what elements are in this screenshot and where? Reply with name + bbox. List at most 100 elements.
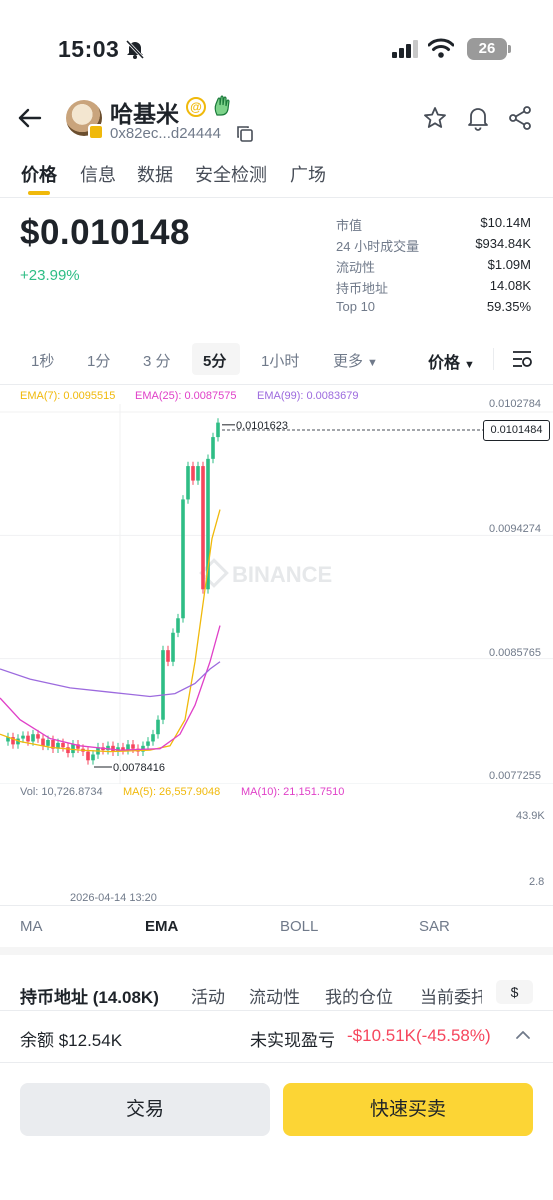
ma5-legend: MA(5): 26,557.9048	[123, 786, 221, 798]
currency-toggle-button[interactable]: $	[496, 980, 533, 1004]
position-divider	[0, 1010, 553, 1011]
share-icon[interactable]	[507, 105, 533, 131]
bottom-divider	[0, 1062, 553, 1063]
y-axis-label: 0.0102784	[489, 398, 541, 410]
stat-label-volume: 24 小时成交量	[336, 239, 420, 254]
unrealized-pnl-label: 未实现盈亏	[250, 1031, 335, 1050]
hand-wave-icon	[214, 95, 230, 116]
chart-bottom-divider	[0, 905, 553, 906]
interval-active-bg	[192, 343, 240, 375]
verified-at-icon: @	[186, 97, 206, 117]
candle-body	[156, 719, 160, 735]
tab-data[interactable]: 数据	[137, 165, 173, 185]
volume-legend: Vol: 10,726.8734	[20, 786, 103, 798]
chart-type-label: 价格	[428, 355, 461, 372]
y-axis-label: 0.0094274	[489, 523, 541, 535]
candle-body	[176, 618, 180, 633]
interval-1s[interactable]: 1秒	[31, 353, 55, 370]
chart-type-select[interactable]: 价格 ▼	[428, 349, 475, 373]
current-price-marker: 0.0101484	[483, 420, 550, 441]
candle-body	[161, 650, 165, 720]
candle-body	[6, 737, 10, 742]
section-gap	[0, 947, 553, 955]
tab-open-orders[interactable]: 当前委托	[420, 988, 482, 1007]
ema99-legend: EMA(99): 0.0083679	[257, 390, 359, 402]
candle-body	[111, 745, 115, 752]
candle-body	[51, 740, 55, 749]
interval-1h[interactable]: 1小时	[261, 353, 300, 370]
indicator-sar[interactable]: SAR	[419, 918, 450, 935]
candle-body	[181, 499, 185, 619]
alert-bell-icon[interactable]	[465, 105, 491, 131]
candle-body	[166, 650, 170, 662]
stat-value-market-cap: $10.14M	[480, 215, 531, 230]
current-price: $0.010148	[20, 213, 190, 252]
tab-price[interactable]: 价格	[21, 165, 57, 185]
indicator-ma[interactable]: MA	[20, 918, 43, 935]
candle-body	[151, 734, 155, 742]
time-axis-label: 2026-04-14 13:20	[70, 892, 157, 904]
watermark-text: BINANCE	[232, 562, 332, 587]
candle-body	[76, 744, 80, 749]
tabs-divider	[0, 197, 553, 198]
stat-value-liquidity: $1.09M	[487, 257, 531, 272]
candle-body	[91, 754, 95, 761]
candle-body	[201, 466, 205, 590]
tab-activity[interactable]: 活动	[191, 988, 225, 1007]
candle-body	[21, 735, 25, 739]
candle-body	[16, 738, 20, 745]
tab-holders[interactable]: 持币地址 (14.08K)	[20, 988, 159, 1007]
chart-top-divider	[0, 384, 553, 385]
interval-more[interactable]: 更多 ▼	[333, 350, 378, 371]
interval-3m[interactable]: 3 分	[143, 353, 171, 370]
bell-muted-icon	[125, 39, 145, 60]
indicator-ema[interactable]: EMA	[145, 918, 179, 935]
ema99-line	[0, 661, 221, 698]
candle-body	[196, 466, 200, 481]
tab-liquidity[interactable]: 流动性	[249, 988, 300, 1007]
chart-settings-icon[interactable]	[511, 349, 533, 369]
chevron-down-icon: ▼	[464, 359, 475, 371]
ma10-legend: MA(10): 21,151.7510	[241, 786, 345, 798]
stat-label-top10: Top 10	[336, 299, 376, 314]
y-axis-label: 0.0077255	[489, 770, 541, 782]
back-arrow-icon[interactable]	[16, 104, 44, 132]
wifi-icon	[428, 38, 454, 58]
tab-security[interactable]: 安全检测	[195, 165, 267, 185]
quick-buy-sell-button[interactable]: 快速买卖	[283, 1083, 533, 1136]
candle-body	[11, 737, 15, 745]
binance-logo-icon	[199, 558, 229, 588]
candle-body	[36, 734, 40, 739]
trade-button[interactable]: 交易	[20, 1083, 270, 1136]
favorite-star-icon[interactable]	[423, 106, 447, 130]
tab-square[interactable]: 广场	[290, 165, 326, 185]
candle-body	[126, 744, 130, 751]
low-price-label: 0.0078416	[113, 762, 165, 774]
tab-my-position[interactable]: 我的仓位	[325, 988, 393, 1007]
interval-1m[interactable]: 1分	[87, 353, 111, 370]
chevron-up-icon[interactable]	[514, 1028, 532, 1042]
stat-value-holders: 14.08K	[489, 278, 531, 293]
candle-body	[61, 742, 65, 748]
battery-tip	[508, 45, 511, 53]
tab-info[interactable]: 信息	[80, 165, 116, 185]
candle-body	[56, 742, 60, 749]
copy-icon[interactable]	[236, 125, 254, 143]
stat-label-market-cap: 市值	[336, 218, 363, 233]
candle-body	[171, 632, 175, 662]
candle-body	[26, 735, 30, 742]
signal-icon	[392, 40, 418, 58]
interval-separator	[493, 348, 494, 370]
ema25-line	[0, 625, 221, 751]
contract-address: 0x82ec...d24444	[110, 125, 221, 142]
candle-body	[131, 744, 135, 749]
chevron-down-icon: ▼	[367, 357, 378, 369]
status-time: 15:03	[58, 36, 120, 62]
indicator-boll[interactable]: BOLL	[280, 918, 319, 935]
interval-5m[interactable]: 5分	[203, 353, 227, 370]
candlestick-chart[interactable]: BINANCE 0.0101623 0.0078416	[0, 384, 553, 784]
candle-body	[66, 747, 70, 754]
candle-body	[186, 466, 190, 500]
unrealized-pnl-value: -$10.51K(-45.58%)	[347, 1026, 491, 1045]
stat-label-holders: 持币地址	[336, 281, 389, 296]
